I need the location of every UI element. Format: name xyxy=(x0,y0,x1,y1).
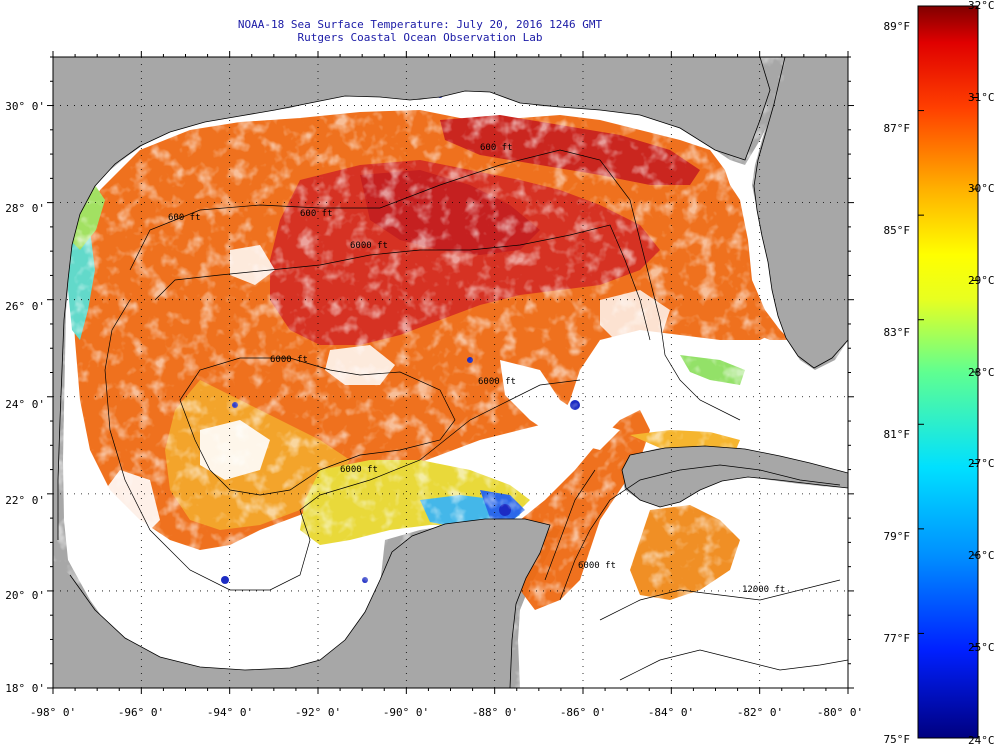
lon-label: -90° 0' xyxy=(383,706,429,719)
celsius-label: 30°C xyxy=(968,182,995,195)
celsius-label: 31°C xyxy=(968,91,995,104)
colorbar: 32°C 31°C 30°C 29°C 28°C 27°C 26°C 25°C … xyxy=(884,0,995,747)
contour-label: 6000 ft xyxy=(578,561,616,571)
fahrenheit-label: 83°F xyxy=(884,326,911,339)
contour-label: 6000 ft xyxy=(478,377,516,387)
fahrenheit-label: 75°F xyxy=(884,733,911,746)
map-subtitle: Rutgers Coastal Ocean Observation Lab xyxy=(297,31,543,44)
graticule xyxy=(53,57,848,688)
lat-label: 28° 0' xyxy=(5,202,45,215)
map-title: NOAA-18 Sea Surface Temperature: July 20… xyxy=(237,18,603,31)
celsius-labels: 32°C 31°C 30°C 29°C 28°C 27°C 26°C 25°C … xyxy=(968,0,995,747)
lon-label: -84° 0' xyxy=(648,706,694,719)
celsius-label: 24°C xyxy=(968,734,995,747)
lat-label: 18° 0' xyxy=(5,682,45,695)
fahrenheit-label: 81°F xyxy=(884,428,911,441)
land-overlay xyxy=(53,57,848,688)
contour-label: 600 ft xyxy=(168,213,201,223)
lat-label: 22° 0' xyxy=(5,494,45,507)
bathymetry-contours xyxy=(104,149,848,681)
map-area: 600 ft 600 ft 600 ft 6000 ft 6000 ft 600… xyxy=(53,57,848,688)
celsius-label: 27°C xyxy=(968,457,995,470)
coastline xyxy=(57,57,848,688)
latitude-axis: 18° 0' 20° 0' 22° 0' 24° 0' 26° 0' 28° 0… xyxy=(5,100,45,695)
fahrenheit-label: 87°F xyxy=(884,122,911,135)
lat-label: 24° 0' xyxy=(5,398,45,411)
longitude-axis: -98° 0' -96° 0' -94° 0' -92° 0' -90° 0' … xyxy=(30,706,863,719)
lon-label: -88° 0' xyxy=(472,706,518,719)
fahrenheit-label: 89°F xyxy=(884,20,911,33)
axis-ticks xyxy=(47,51,854,694)
contour-label: 600 ft xyxy=(480,143,513,153)
contour-labels: 600 ft 600 ft 600 ft 6000 ft 6000 ft 600… xyxy=(168,143,785,595)
contour-label: 600 ft xyxy=(300,209,333,219)
lon-label: -82° 0' xyxy=(737,706,783,719)
lon-label: -98° 0' xyxy=(30,706,76,719)
lat-label: 26° 0' xyxy=(5,300,45,313)
fahrenheit-label: 85°F xyxy=(884,224,911,237)
celsius-label: 26°C xyxy=(968,549,995,562)
lon-label: -80° 0' xyxy=(817,706,863,719)
colorbar-gradient xyxy=(917,5,979,739)
fahrenheit-labels: 89°F 87°F 85°F 83°F 81°F 79°F 77°F 75°F xyxy=(884,20,911,746)
contour-label: 12000 ft xyxy=(742,585,785,595)
lon-label: -96° 0' xyxy=(118,706,164,719)
celsius-label: 29°C xyxy=(968,274,995,287)
lon-label: -94° 0' xyxy=(207,706,253,719)
contour-label: 6000 ft xyxy=(340,465,378,475)
lat-label: 30° 0' xyxy=(5,100,45,113)
colorbar-ticks xyxy=(918,5,978,739)
lat-label: 20° 0' xyxy=(5,589,45,602)
fahrenheit-label: 77°F xyxy=(884,632,911,645)
celsius-label: 28°C xyxy=(968,366,995,379)
fahrenheit-label: 79°F xyxy=(884,530,911,543)
celsius-label: 32°C xyxy=(968,0,995,12)
lon-label: -92° 0' xyxy=(295,706,341,719)
contour-label: 6000 ft xyxy=(350,241,388,251)
contour-label: 6000 ft xyxy=(270,355,308,365)
celsius-label: 25°C xyxy=(968,641,995,654)
lon-label: -86° 0' xyxy=(560,706,606,719)
